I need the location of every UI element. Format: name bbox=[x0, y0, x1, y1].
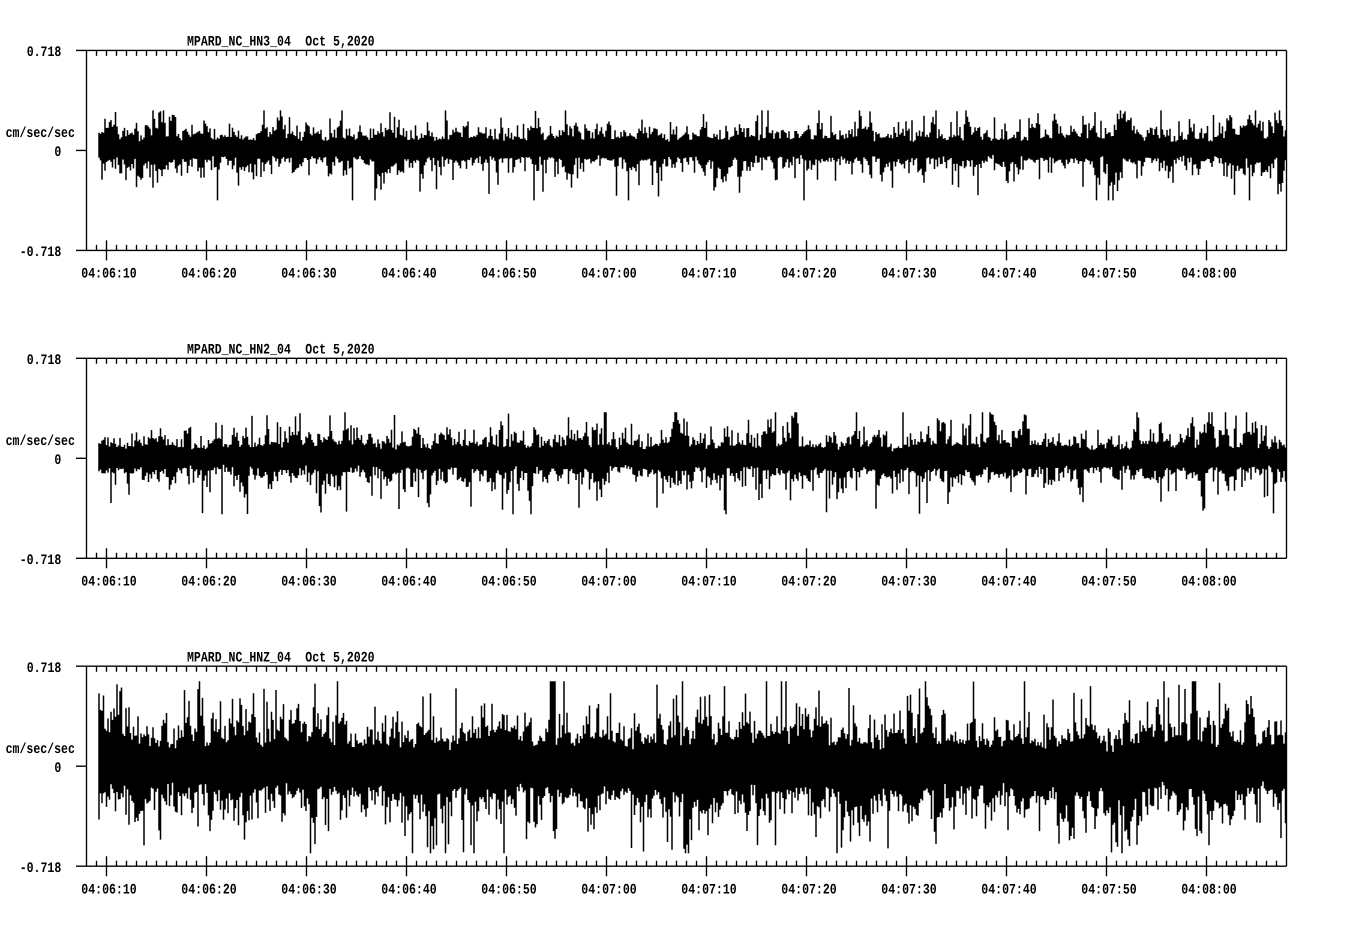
svg-text:04:06:20: 04:06:20 bbox=[181, 267, 236, 283]
svg-text:0: 0 bbox=[54, 761, 61, 777]
svg-text:04:08:00: 04:08:00 bbox=[1181, 267, 1236, 283]
svg-text:0.718: 0.718 bbox=[27, 661, 62, 677]
svg-text:04:06:20: 04:06:20 bbox=[181, 575, 236, 591]
svg-text:04:06:50: 04:06:50 bbox=[481, 267, 536, 283]
svg-text:cm/sec/sec: cm/sec/sec bbox=[6, 434, 75, 450]
svg-text:MPARD_NC_HN3_04: MPARD_NC_HN3_04 bbox=[187, 35, 291, 51]
svg-text:04:06:30: 04:06:30 bbox=[281, 575, 336, 591]
svg-text:0: 0 bbox=[54, 453, 61, 469]
svg-text:-0.718: -0.718 bbox=[20, 861, 62, 877]
svg-text:04:07:30: 04:07:30 bbox=[881, 575, 936, 591]
svg-text:04:07:10: 04:07:10 bbox=[681, 267, 736, 283]
svg-text:0.718: 0.718 bbox=[27, 353, 62, 369]
svg-text:04:06:50: 04:06:50 bbox=[481, 883, 536, 899]
svg-text:04:07:20: 04:07:20 bbox=[781, 883, 836, 899]
svg-text:04:06:40: 04:06:40 bbox=[381, 883, 436, 899]
svg-text:-0.718: -0.718 bbox=[20, 245, 62, 261]
svg-text:04:08:00: 04:08:00 bbox=[1181, 575, 1236, 591]
svg-text:Oct 5,2020: Oct 5,2020 bbox=[305, 35, 374, 51]
svg-text:MPARD_NC_HNZ_04: MPARD_NC_HNZ_04 bbox=[187, 650, 291, 666]
svg-text:04:07:00: 04:07:00 bbox=[581, 883, 636, 899]
svg-text:04:07:20: 04:07:20 bbox=[781, 267, 836, 283]
svg-text:04:07:10: 04:07:10 bbox=[681, 575, 736, 591]
svg-text:04:07:40: 04:07:40 bbox=[981, 575, 1036, 591]
svg-text:04:07:00: 04:07:00 bbox=[581, 267, 636, 283]
svg-text:cm/sec/sec: cm/sec/sec bbox=[6, 126, 75, 142]
svg-text:04:07:30: 04:07:30 bbox=[881, 267, 936, 283]
svg-text:04:07:00: 04:07:00 bbox=[581, 575, 636, 591]
svg-text:04:07:50: 04:07:50 bbox=[1081, 267, 1136, 283]
svg-text:04:06:10: 04:06:10 bbox=[81, 883, 136, 899]
svg-text:cm/sec/sec: cm/sec/sec bbox=[6, 742, 75, 758]
svg-text:04:07:10: 04:07:10 bbox=[681, 883, 736, 899]
svg-text:0.718: 0.718 bbox=[27, 45, 62, 61]
svg-text:04:07:50: 04:07:50 bbox=[1081, 575, 1136, 591]
svg-text:04:07:20: 04:07:20 bbox=[781, 575, 836, 591]
svg-text:04:06:40: 04:06:40 bbox=[381, 267, 436, 283]
svg-text:0: 0 bbox=[54, 145, 61, 161]
svg-text:04:06:30: 04:06:30 bbox=[281, 267, 336, 283]
svg-text:04:06:20: 04:06:20 bbox=[181, 883, 236, 899]
svg-text:Oct 5,2020: Oct 5,2020 bbox=[305, 650, 374, 666]
svg-text:04:07:40: 04:07:40 bbox=[981, 883, 1036, 899]
svg-text:04:06:10: 04:06:10 bbox=[81, 267, 136, 283]
svg-text:04:06:30: 04:06:30 bbox=[281, 883, 336, 899]
svg-text:04:06:40: 04:06:40 bbox=[381, 575, 436, 591]
svg-text:04:06:10: 04:06:10 bbox=[81, 575, 136, 591]
svg-text:04:06:50: 04:06:50 bbox=[481, 575, 536, 591]
svg-text:04:08:00: 04:08:00 bbox=[1181, 883, 1236, 899]
svg-text:-0.718: -0.718 bbox=[20, 553, 62, 569]
svg-text:Oct 5,2020: Oct 5,2020 bbox=[305, 342, 374, 358]
svg-text:MPARD_NC_HN2_04: MPARD_NC_HN2_04 bbox=[187, 342, 291, 358]
svg-text:04:07:30: 04:07:30 bbox=[881, 883, 936, 899]
svg-text:04:07:50: 04:07:50 bbox=[1081, 883, 1136, 899]
svg-text:04:07:40: 04:07:40 bbox=[981, 267, 1036, 283]
